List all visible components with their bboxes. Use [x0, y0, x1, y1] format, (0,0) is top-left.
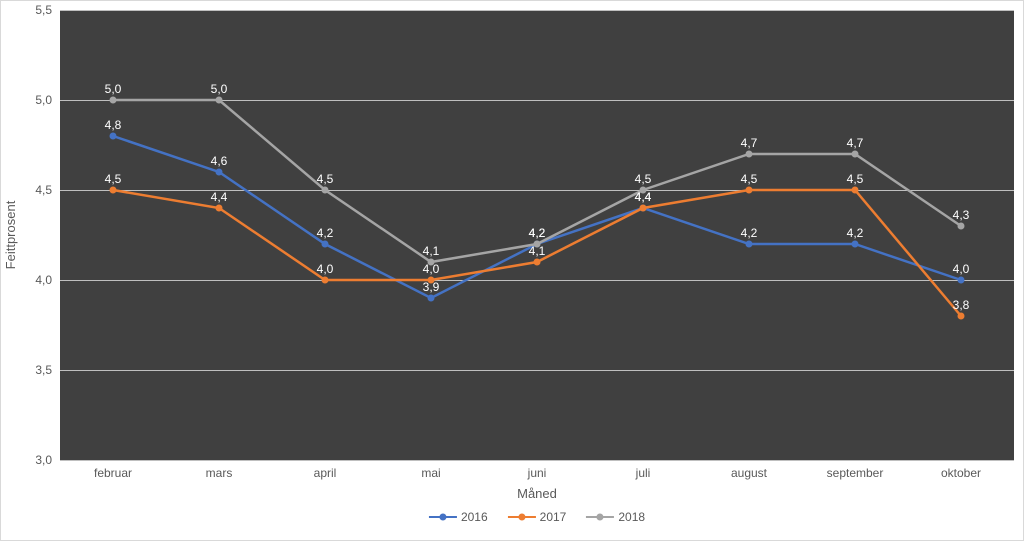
series-marker-2016	[958, 277, 965, 284]
series-marker-2018	[110, 97, 117, 104]
series-marker-2018	[746, 151, 753, 158]
series-line-2016	[113, 136, 961, 298]
series-marker-2017	[534, 259, 541, 266]
legend-item-2016: 2016	[429, 510, 488, 524]
legend-marker	[597, 514, 604, 521]
series-marker-2018	[322, 187, 329, 194]
legend-label: 2018	[618, 510, 645, 524]
chart-container: 3,03,54,04,55,05,5 februarmarsaprilmaiju…	[0, 0, 1024, 541]
legend-marker	[518, 514, 525, 521]
legend-label: 2017	[540, 510, 567, 524]
legend-marker	[439, 514, 446, 521]
series-marker-2017	[746, 187, 753, 194]
series-marker-2018	[216, 97, 223, 104]
series-marker-2016	[428, 295, 435, 302]
series-marker-2017	[322, 277, 329, 284]
series-marker-2017	[428, 277, 435, 284]
series-marker-2018	[958, 223, 965, 230]
series-marker-2018	[534, 241, 541, 248]
legend: 2016 2017 2018	[429, 510, 645, 524]
series-marker-2018	[428, 259, 435, 266]
series-marker-2016	[852, 241, 859, 248]
series-marker-2018	[852, 151, 859, 158]
legend-swatch	[429, 516, 457, 519]
series-marker-2017	[216, 205, 223, 212]
series-marker-2016	[322, 241, 329, 248]
series-line-2018	[113, 100, 961, 262]
series-marker-2017	[852, 187, 859, 194]
series-line-2017	[113, 190, 961, 316]
series-marker-2017	[640, 205, 647, 212]
series-marker-2016	[216, 169, 223, 176]
legend-item-2018: 2018	[586, 510, 645, 524]
legend-swatch	[508, 516, 536, 519]
legend-item-2017: 2017	[508, 510, 567, 524]
chart-lines	[0, 0, 1024, 541]
legend-swatch	[586, 516, 614, 519]
series-marker-2018	[640, 187, 647, 194]
series-marker-2017	[958, 313, 965, 320]
series-marker-2017	[110, 187, 117, 194]
legend-label: 2016	[461, 510, 488, 524]
series-marker-2016	[746, 241, 753, 248]
series-marker-2016	[110, 133, 117, 140]
